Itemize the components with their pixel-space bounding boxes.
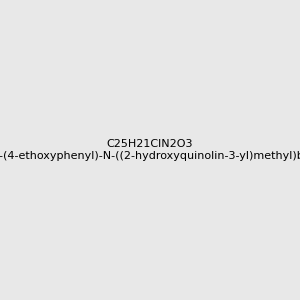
Text: C25H21ClN2O3
2-chloro-N-(4-ethoxyphenyl)-N-((2-hydroxyquinolin-3-yl)methyl)benza: C25H21ClN2O3 2-chloro-N-(4-ethoxyphenyl)…: [0, 139, 300, 161]
